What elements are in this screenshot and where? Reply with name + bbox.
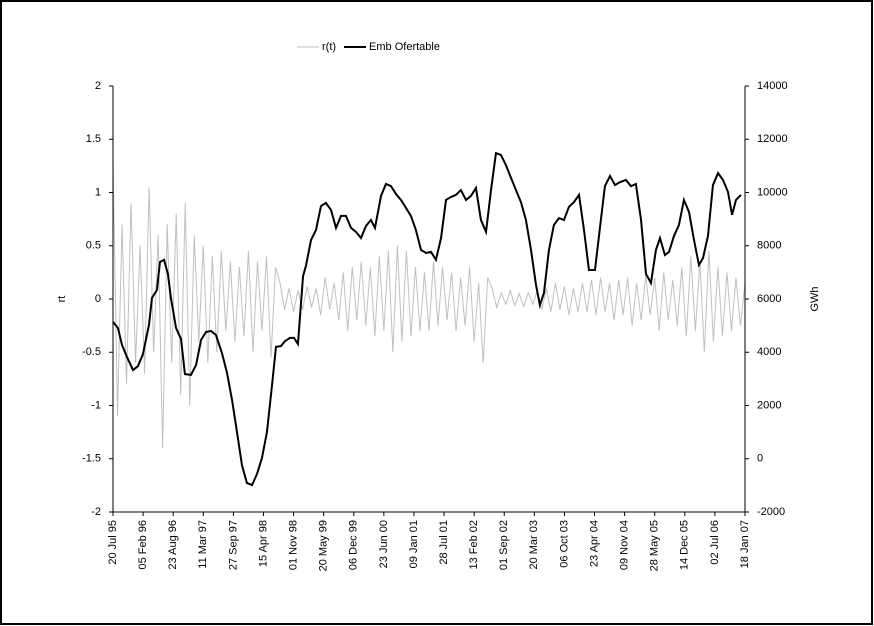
x-tick-label: 23 Jun 00 [378, 520, 390, 568]
x-tick-label: 28 Jul 01 [438, 520, 450, 565]
y-tick-label: 0 [95, 293, 101, 305]
y-tick-label: 1 [95, 186, 101, 198]
y-tick-label: 2 [95, 80, 101, 92]
y-tick-label: -0.5 [82, 346, 101, 358]
y-axis-label: rt [56, 296, 68, 303]
x-tick-label: 01 Sep 02 [498, 520, 510, 570]
x-tick-label: 06 Oct 03 [558, 520, 570, 568]
y2-tick-label: 10000 [757, 186, 788, 198]
x-tick-label: 20 Jul 95 [107, 520, 119, 565]
y2-axis-label: GWh [809, 286, 821, 311]
x-tick-label: 05 Feb 96 [137, 520, 149, 570]
x-tick-label: 15 Apr 98 [257, 520, 269, 567]
y2-tick-label: 6000 [757, 293, 781, 305]
legend-label: r(t) [322, 41, 336, 53]
x-tick-label: 09 Jan 01 [408, 520, 420, 568]
x-tick-label: 23 Apr 04 [588, 520, 600, 567]
x-tick-label: 09 Nov 04 [619, 520, 631, 570]
series-line [112, 160, 746, 449]
y2-tick-label: 12000 [757, 133, 788, 145]
legend-label: Emb Ofertable [369, 41, 440, 53]
x-tick-label: 11 Mar 97 [197, 520, 209, 569]
x-tick-label: 27 Sep 97 [227, 520, 239, 570]
y2-tick-label: -2000 [757, 506, 785, 518]
x-tick-label: 01 Nov 98 [287, 520, 299, 570]
y-tick-label: 1.5 [86, 133, 101, 145]
x-tick-label: 23 Aug 96 [167, 520, 179, 570]
x-tick-label: 18 Jan 07 [739, 520, 751, 568]
y-tick-label: -2 [91, 506, 101, 518]
y2-tick-label: 0 [757, 453, 763, 465]
x-tick-label: 28 May 05 [649, 520, 661, 571]
x-tick-label: 20 May 99 [318, 520, 330, 571]
x-tick-label: 20 Mar 03 [528, 520, 540, 570]
x-tick-label: 13 Feb 02 [468, 520, 480, 570]
x-tick-label: 06 Dec 99 [348, 520, 360, 570]
y-tick-label: -1.5 [82, 453, 101, 465]
y2-tick-label: 2000 [757, 399, 781, 411]
y2-tick-label: 4000 [757, 346, 781, 358]
y2-tick-label: 14000 [757, 80, 788, 92]
y-tick-label: -1 [91, 399, 101, 411]
x-tick-label: 14 Dec 05 [679, 520, 691, 570]
y2-tick-label: 8000 [757, 240, 781, 252]
series-line [112, 151, 742, 487]
y-tick-label: 0.5 [86, 240, 101, 252]
x-tick-label: 02 Jul 06 [709, 520, 721, 565]
